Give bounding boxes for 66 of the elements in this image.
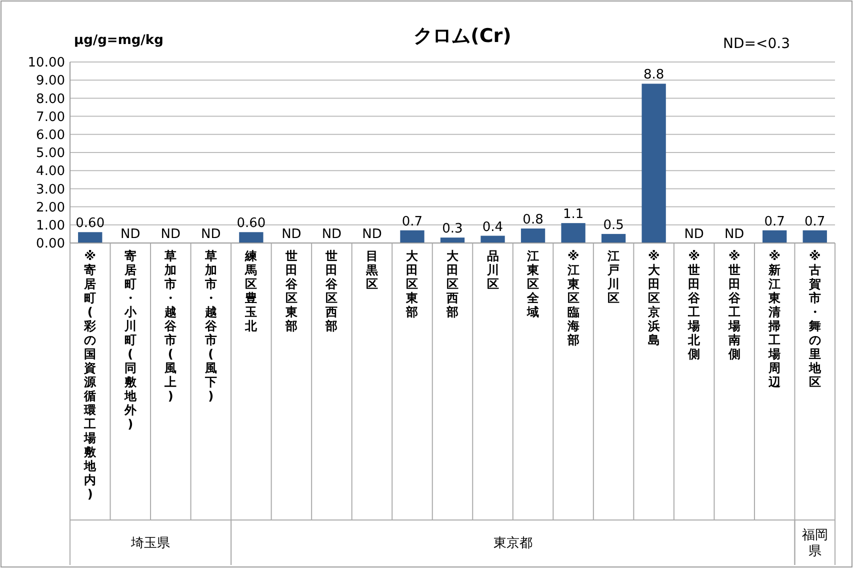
data-label: 0.7 bbox=[804, 214, 826, 230]
data-label: 8.8 bbox=[643, 68, 664, 83]
bar bbox=[78, 232, 102, 243]
bar bbox=[561, 223, 586, 243]
x-tick-label: ※江東区臨海部 bbox=[566, 249, 580, 347]
x-tick-label: ※世田谷工場南側 bbox=[727, 249, 742, 361]
text: ND bbox=[120, 227, 140, 242]
category-label: ※古賀市・舞の里地区 bbox=[808, 249, 821, 389]
data-label: 0.7 bbox=[402, 214, 423, 230]
x-tick-label: 大田区西部 bbox=[446, 249, 460, 319]
y-tick-label: 5.00 bbox=[36, 146, 65, 162]
x-tick-label: 世田谷区東部 bbox=[284, 249, 298, 333]
y-tick-label: 7.00 bbox=[36, 110, 65, 125]
text: ND bbox=[282, 227, 302, 242]
text: ND bbox=[684, 227, 704, 242]
text: ND bbox=[322, 227, 342, 242]
x-tick-label: 品川区 bbox=[486, 249, 499, 291]
text: 福岡県 bbox=[802, 528, 828, 560]
y-tick-label: 6.00 bbox=[36, 128, 65, 143]
bar bbox=[762, 230, 787, 243]
bar bbox=[520, 228, 546, 243]
data-label: 0.5 bbox=[603, 218, 624, 233]
category-label: 草加市・越谷市(風上) bbox=[164, 249, 177, 403]
text: ND bbox=[201, 227, 221, 242]
x-tick-label: ※大田区京浜島 bbox=[646, 249, 661, 347]
data-label: 0.60 bbox=[236, 216, 266, 232]
data-label: 0.4 bbox=[482, 220, 504, 235]
y-tick-label: 2.00 bbox=[36, 200, 65, 216]
y-tick-label: 1.00 bbox=[36, 218, 65, 234]
y-tick-label: 10.00 bbox=[28, 56, 65, 71]
chart-title: クロム(Cr) bbox=[414, 25, 512, 47]
y-tick-label: 4.00 bbox=[36, 164, 65, 180]
x-tick-label: 世田谷区西部 bbox=[324, 249, 339, 333]
y-tick-label: 9.00 bbox=[36, 74, 65, 89]
data-label: 0.7 bbox=[764, 214, 785, 230]
text: ND bbox=[362, 227, 382, 242]
text: 埼玉県 bbox=[130, 536, 170, 552]
y-tick-label: 8.00 bbox=[36, 92, 65, 107]
bar bbox=[642, 84, 666, 243]
y-axis-title: µg/g=mg/kg bbox=[74, 33, 164, 48]
data-label: 1.1 bbox=[562, 207, 584, 222]
x-tick-label: 目黒区 bbox=[364, 249, 379, 291]
y-tick-label: 3.00 bbox=[36, 182, 65, 198]
text: ND bbox=[724, 227, 744, 242]
category-label: ※新江東清掃工場周辺 bbox=[768, 249, 781, 389]
bar bbox=[480, 236, 505, 243]
data-label: 0.60 bbox=[76, 216, 105, 232]
category-label: ※寄居町(彩の国資源循環工場敷地内) bbox=[84, 249, 96, 501]
bar bbox=[400, 230, 424, 243]
bar bbox=[802, 230, 827, 243]
text: 東京都 bbox=[493, 536, 532, 552]
data-label: 0.8 bbox=[522, 212, 544, 228]
category-label: 草加市・越谷市(風下) bbox=[204, 249, 217, 403]
bar bbox=[601, 234, 626, 243]
x-tick-label: 江戸川区 bbox=[606, 249, 620, 305]
category-label: 寄居町・小川町(同敷地外) bbox=[124, 249, 136, 431]
bar bbox=[239, 232, 264, 243]
bar bbox=[440, 238, 465, 243]
text: ND=<0.3 bbox=[723, 36, 790, 52]
x-tick-label: ※世田谷工場北側 bbox=[687, 249, 702, 361]
x-tick-label: 大田区東部 bbox=[405, 249, 420, 319]
x-tick-label: 江東区全域 bbox=[526, 249, 540, 319]
data-label: 0.3 bbox=[442, 222, 463, 237]
y-tick-label: 0.00 bbox=[36, 236, 65, 252]
text: ND bbox=[160, 227, 181, 242]
x-tick-label: 練馬区豊玉北 bbox=[244, 249, 258, 333]
